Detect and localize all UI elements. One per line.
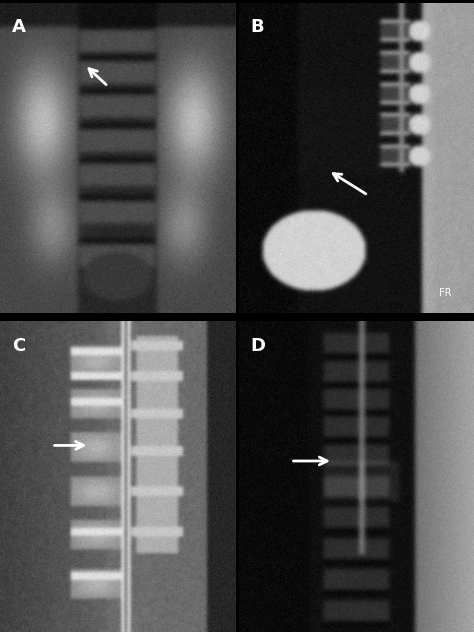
Text: D: D xyxy=(251,337,265,355)
Text: FR: FR xyxy=(439,288,451,298)
Text: A: A xyxy=(12,18,26,36)
Text: C: C xyxy=(12,337,25,355)
Text: B: B xyxy=(251,18,264,36)
